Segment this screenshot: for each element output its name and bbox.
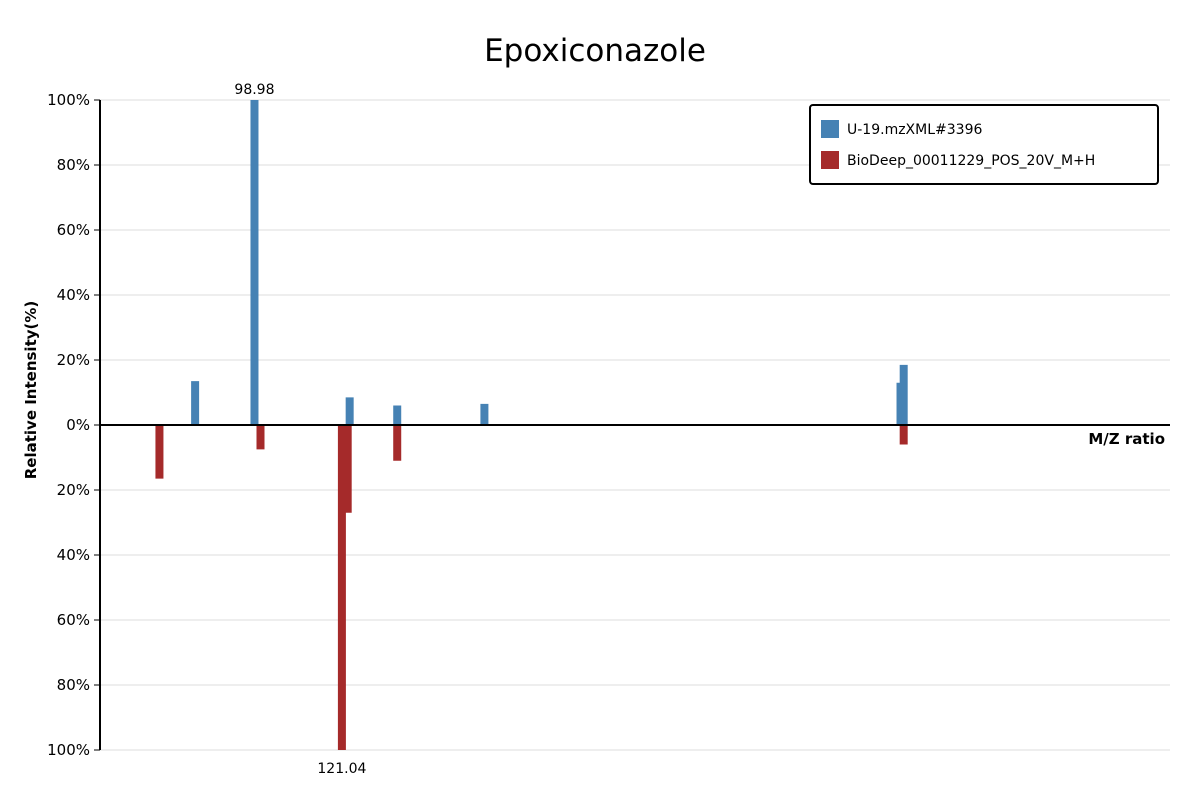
legend-swatch-biodeep xyxy=(821,151,839,169)
query-peak-bar xyxy=(480,403,489,425)
y-tick-label: 40% xyxy=(57,286,90,304)
reference-peak-bar xyxy=(393,425,402,461)
legend-swatch-u19 xyxy=(821,120,839,138)
y-tick-label: 0% xyxy=(66,416,90,434)
y-tick-label: 80% xyxy=(57,156,90,174)
legend-label-biodeep: BioDeep_00011229_POS_20V_M+H xyxy=(847,153,1095,169)
spectrum-bars xyxy=(155,100,908,750)
y-tick-labels: 100% 80% 60% 40% 20% 0% 20% 40% 60% 80% 100% xyxy=(47,91,100,759)
legend: U-19.mzXML#3396 BioDeep_00011229_POS_20V… xyxy=(809,104,1159,185)
legend-box xyxy=(809,104,1159,185)
query-peak-bar xyxy=(899,364,908,425)
reference-peak-bar xyxy=(256,425,265,450)
reference-peak-bar xyxy=(899,425,908,445)
query-peak-bar xyxy=(393,405,402,425)
y-tick-label: 60% xyxy=(57,611,90,629)
y-tick-label: 100% xyxy=(47,741,90,759)
peak-label: 98.98 xyxy=(234,82,274,98)
y-tick-label: 20% xyxy=(57,481,90,499)
x-axis-label: M/Z ratio xyxy=(1088,430,1165,448)
chart-title: Epoxiconazole xyxy=(484,33,706,69)
reference-peak-bar xyxy=(343,425,352,513)
query-peak-bar xyxy=(345,397,354,425)
y-tick-label: 100% xyxy=(47,91,90,109)
y-tick-label: 80% xyxy=(57,676,90,694)
peak-label: 121.04 xyxy=(317,761,366,777)
reference-peak-bar xyxy=(155,425,164,479)
query-peak-bar xyxy=(250,100,259,425)
y-tick-label: 60% xyxy=(57,221,90,239)
query-peak-bar xyxy=(191,381,200,425)
y-tick-label: 20% xyxy=(57,351,90,369)
peak-labels: 98.98 121.04 xyxy=(234,82,366,777)
reference-peak-bar xyxy=(337,425,346,750)
legend-label-u19: U-19.mzXML#3396 xyxy=(847,122,982,138)
y-tick-label: 40% xyxy=(57,546,90,564)
y-axis-label: Relative Intensity(%) xyxy=(22,301,40,480)
